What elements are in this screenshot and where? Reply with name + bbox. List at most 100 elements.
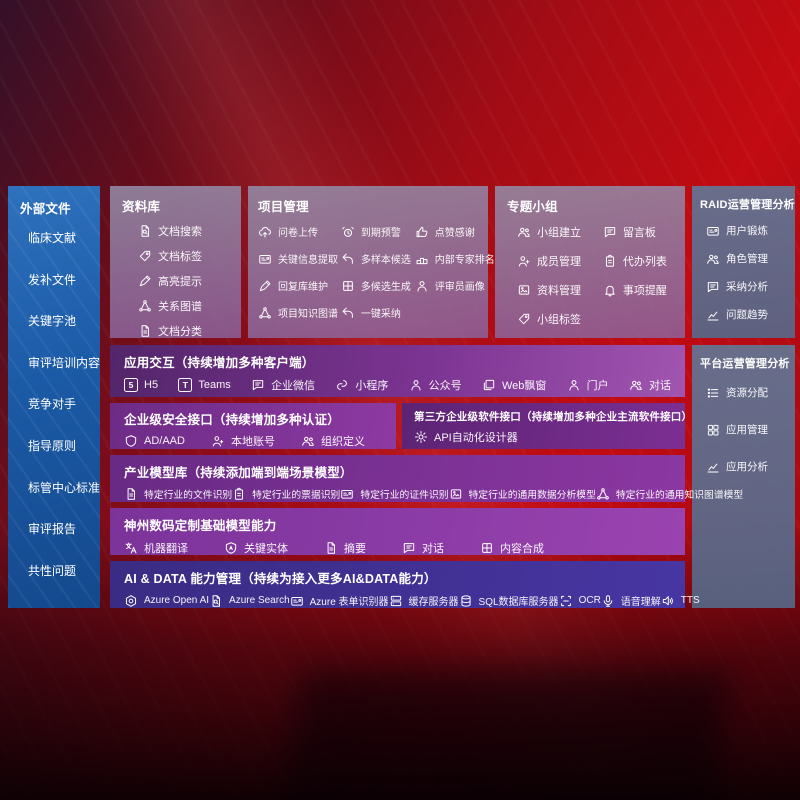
scan-icon	[559, 594, 573, 608]
item-label: 标管中心标准	[28, 480, 101, 495]
item-label: 摘要	[344, 543, 366, 555]
item-label: 关键实体	[244, 543, 288, 555]
item-label: 高亮提示	[158, 276, 202, 288]
feature-item: 应用管理	[706, 422, 791, 437]
list-icon	[706, 386, 720, 400]
bell-icon	[603, 283, 617, 297]
item-label: 关键信息提取	[278, 255, 338, 266]
feature-item: 资料管理	[517, 282, 603, 298]
item-label: 文档标签	[158, 251, 202, 263]
feature-item: 高亮提示	[138, 273, 235, 289]
item-label: 采纳分析	[726, 281, 768, 293]
sidebar-item: 竞争对手	[28, 395, 96, 412]
item-label: 企业微信	[271, 380, 316, 392]
thumb-up-icon	[415, 225, 429, 239]
id-card-icon	[290, 594, 304, 608]
feature-item: 回复库维护	[258, 278, 341, 293]
item-label: 审评培训内容	[28, 355, 101, 370]
item-label: 多候选生成	[360, 282, 411, 293]
service-item: 语音理解	[601, 593, 661, 608]
reply-icon	[341, 306, 355, 320]
cloud-upload-icon	[258, 225, 272, 239]
item-label: 回复库维护	[278, 282, 328, 293]
alarm-icon	[341, 225, 355, 239]
item-label: 共性问题	[28, 563, 77, 578]
item-list: 机器翻译 关键实体 摘要 对话 内容合成	[124, 540, 675, 556]
service-item: 缓存服务器	[389, 593, 459, 608]
item-label: 指导原则	[28, 439, 77, 453]
panel-title: 应用交互（持续增加多种客户端）	[124, 356, 315, 370]
base-model-panel: 神州数码定制基础模型能力 机器翻译 关键实体 摘要 对话 内容合成	[110, 508, 685, 555]
industry-model-panel: 产业模型库（持续添加端到端场景模型） 特定行业的文件识别 特定行业的票据识别 特定行…	[110, 455, 743, 502]
item-label: 本地账号	[230, 436, 275, 448]
service-item: SQL数据库服务器	[459, 593, 559, 608]
panel-title: 神州数码定制基础模型能力	[124, 519, 277, 533]
gear-icon	[414, 430, 428, 444]
people-icon	[301, 434, 315, 448]
server-icon	[389, 594, 403, 608]
item-label: SQL数据库服务器	[478, 597, 559, 608]
item-label: 特定行业的通用数据分析模型	[468, 490, 596, 501]
client-item: 对话	[629, 377, 671, 393]
client-item: 门户	[567, 377, 609, 393]
network-icon	[138, 299, 152, 313]
item-list: 问卷上传 到期预警 点赞感谢 关键信息提取 多样本候选 内部专家排名 回复库维护 多候选生成 评…	[258, 215, 495, 320]
project-management-panel: 项目管理 问卷上传 到期预警 点赞感谢 关键信息提取 多样本候选 内部专家排名 回复库维护 多…	[248, 186, 495, 338]
people-icon	[629, 378, 643, 392]
item-list: 资源分配 应用管理 应用分析	[700, 371, 791, 474]
capability-item: 摘要	[324, 540, 366, 556]
topic-group-panel: 专题小组 小组建立 留言板 成员管理 代办列表 资料管理 事项提醒 小组标签	[495, 186, 685, 338]
item-list: AD/AAD 本地账号 组织定义	[124, 433, 386, 449]
model-item: 特定行业的通用知识图谱模型	[596, 487, 743, 501]
item-label: 应用管理	[726, 424, 768, 436]
item-label: 发补文件	[28, 272, 77, 287]
item-label: 小程序	[355, 380, 389, 392]
chart-icon	[706, 460, 720, 474]
item-label: 临床文献	[28, 231, 77, 246]
chat-icon	[706, 280, 720, 294]
item-label: 应用分析	[726, 461, 768, 473]
auth-item: AD/AAD	[124, 433, 185, 449]
sidebar-item: 共性问题	[28, 562, 96, 579]
item-label: 组织定义	[320, 436, 365, 448]
reply-icon	[341, 252, 355, 266]
album-icon	[449, 487, 463, 501]
item-label: 特定行业的证件识别	[360, 490, 449, 501]
chart-icon	[706, 308, 720, 322]
capability-item: 内容合成	[480, 540, 544, 556]
item-label: 审评报告	[28, 522, 77, 537]
item-list: 小组建立 留言板 成员管理 代办列表 资料管理 事项提醒 小组标签	[507, 215, 679, 327]
pen-icon	[258, 279, 272, 293]
feature-item: 评审员画像	[415, 278, 485, 293]
person-add-icon	[211, 434, 225, 448]
item-list: Azure Open AI Azure Search Azure 表单识别器 缓存服务…	[124, 593, 700, 608]
puzzle-icon	[480, 541, 494, 555]
sidebar-item: 审评培训内容	[28, 354, 100, 371]
item-label: Azure 表单识别器	[309, 597, 389, 608]
model-item: 特定行业的票据识别	[232, 487, 340, 501]
item-label: 角色管理	[726, 253, 768, 265]
doc-search-icon	[209, 594, 223, 608]
item-label: 机器翻译	[144, 543, 188, 555]
sidebar-item: 临床文献	[28, 229, 96, 246]
item-label: 特定行业的通用知识图谱模型	[615, 490, 744, 501]
person-icon	[567, 378, 581, 392]
item-label: Web飘窗	[501, 380, 547, 392]
item-label: 公众号	[428, 380, 462, 392]
doc-icon	[124, 487, 138, 501]
doc-icon	[324, 541, 338, 555]
security-interface-panel: 企业级安全接口（持续增加多种认证） AD/AAD 本地账号 组织定义	[110, 403, 396, 449]
auth-item: 本地账号	[211, 433, 275, 449]
window-icon	[482, 378, 496, 392]
clipboard-icon	[232, 487, 246, 501]
feature-item: 多候选生成	[341, 278, 415, 293]
item-label: 对话	[422, 543, 444, 555]
item-list: 文档搜索 文档标签 高亮提示 关系图谱 文档分类	[122, 215, 235, 339]
feature-item: 多样本候选	[341, 251, 415, 266]
capability-item: 机器翻译	[124, 540, 188, 556]
feature-item: 点赞感谢	[415, 224, 482, 239]
chat-icon	[402, 541, 416, 555]
item-label: 用户锻炼	[726, 225, 768, 237]
feature-item: 文档标签	[138, 248, 235, 264]
